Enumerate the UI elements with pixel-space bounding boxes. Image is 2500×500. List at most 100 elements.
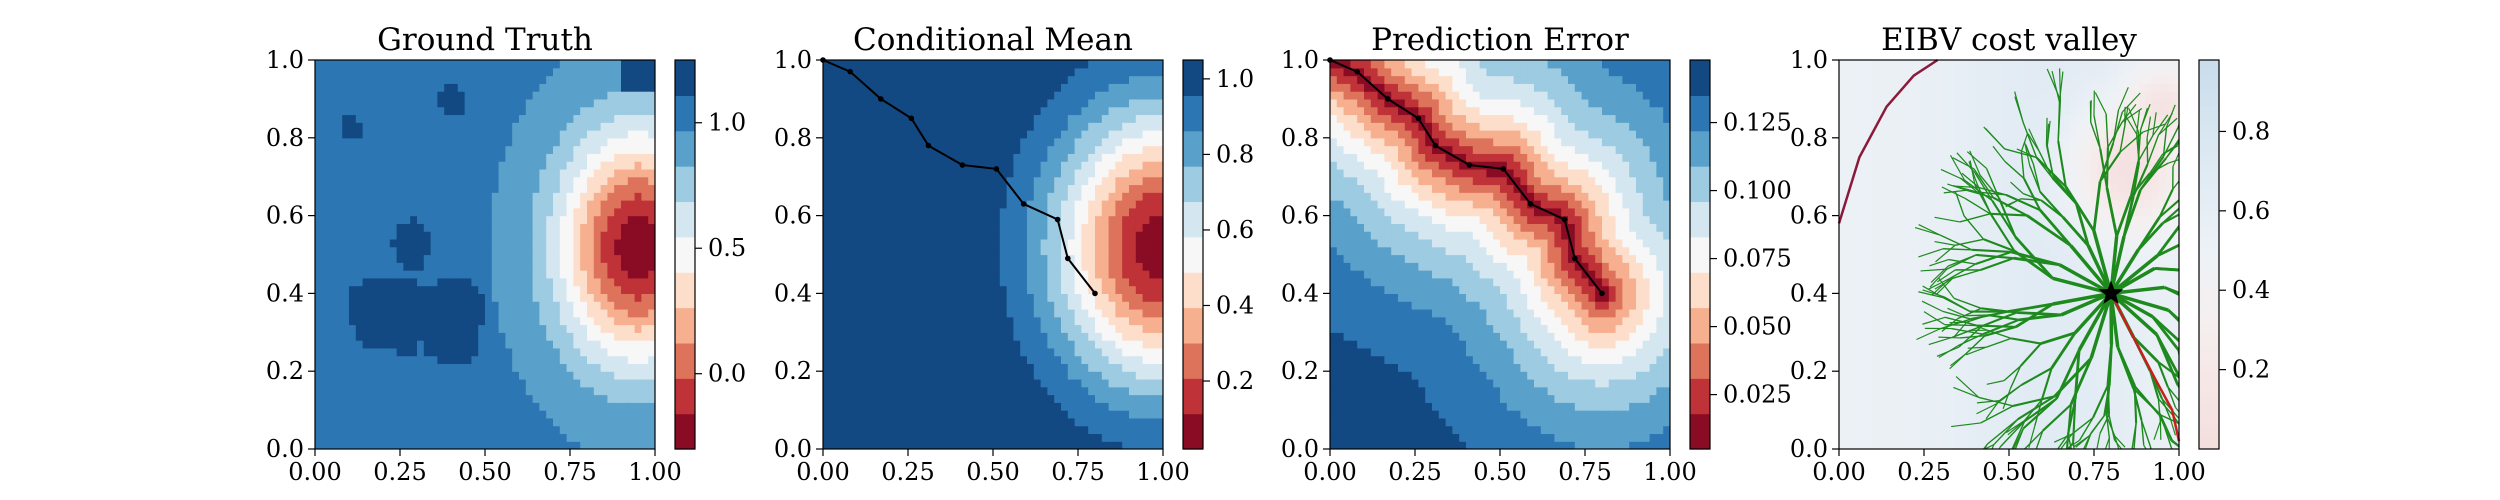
heatmap-cell [546,67,554,77]
heatmap-cell [437,60,445,69]
heatmap-cell [918,67,926,77]
heatmap-cell [965,262,974,271]
heatmap-cell [1027,277,1035,287]
heatmap-cell [904,122,912,131]
heatmap-cell [863,192,872,201]
heatmap-cell [1129,285,1137,294]
heatmap-cell [607,324,615,333]
heatmap-cell [911,410,919,419]
heatmap-cell [328,410,336,419]
heatmap-cell [369,308,377,318]
heatmap-cell [884,378,892,388]
heatmap-cell [539,168,547,178]
heatmap-cell [979,215,987,224]
heatmap-cell [546,122,554,131]
heatmap-cell [884,161,892,170]
heatmap-cell [321,176,330,186]
heatmap-cell [315,83,323,92]
heatmap-cell [931,378,940,388]
heatmap-cell [1101,332,1110,341]
heatmap-cell [383,332,391,341]
heatmap-cell [437,277,445,287]
heatmap-cell [1027,192,1035,201]
heatmap-cell [1006,130,1014,139]
heatmap-cell [823,184,831,193]
heatmap-cell [505,386,513,396]
heatmap-cell [952,75,960,84]
heatmap-cell [870,378,878,388]
heatmap-cell [1027,153,1035,162]
heatmap-cell [315,433,323,442]
heatmap-cell [952,363,960,372]
heatmap-cell [945,433,953,442]
heatmap-cell [1108,371,1116,380]
heatmap-cell [965,231,974,240]
heatmap-cell [857,60,865,69]
heatmap-cell [519,340,527,349]
heatmap-cell [965,246,974,256]
heatmap-cell [396,215,404,224]
heatmap-cell [1149,402,1157,411]
heatmap-cell [1054,270,1062,279]
heatmap-cell [1054,67,1062,77]
heatmap-cell [945,98,953,108]
heatmap-cell [1067,285,1076,294]
heatmap-cell [1129,308,1137,318]
heatmap-cell [931,332,940,341]
heatmap-cell [925,83,933,92]
heatmap-cell [417,425,425,435]
heatmap-cell [532,114,540,123]
heatmap-cell [485,83,493,92]
heatmap-cell [918,161,926,170]
heatmap-cell [1047,238,1055,248]
heatmap-cell [627,130,636,139]
heatmap-cell [389,355,398,365]
heatmap-cell [485,114,493,123]
heatmap-cell [1088,91,1096,100]
heatmap-cell [532,106,540,116]
heatmap-cell [614,332,622,341]
heatmap-cell [328,153,336,162]
heatmap-cell [634,254,642,263]
heatmap-cell [389,347,398,357]
heatmap-cell [519,402,527,411]
heatmap-cell [376,262,384,271]
heatmap-cell [634,91,642,100]
y-tick-label: 0.4 [266,279,304,307]
heatmap-cell [884,425,892,435]
heatmap-cell [376,433,384,442]
heatmap-cell [464,161,472,170]
heatmap-cell [383,425,391,435]
heatmap-cell [829,153,838,162]
heatmap-cell [911,91,919,100]
heatmap-cell [1108,60,1116,69]
heatmap-cell [884,301,892,310]
heatmap-cell [478,130,486,139]
heatmap-cell [972,386,980,396]
heatmap-cell [546,293,554,302]
heatmap-cell [1047,254,1055,263]
heatmap-cell [328,114,336,123]
heatmap-cell [884,285,892,294]
heatmap-cell [829,417,838,427]
heatmap-cell [600,67,608,77]
heatmap-cell [607,308,615,318]
heatmap-cell [904,285,912,294]
heatmap-cell [614,277,622,287]
heatmap-cell [457,417,466,427]
heatmap-cell [505,371,513,380]
heatmap-cell [1095,137,1103,147]
heatmap-cell [836,417,844,427]
heatmap-cell [525,137,534,147]
heatmap-cell [600,394,608,403]
heatmap-cell [403,425,411,435]
heatmap-cell [587,293,595,302]
heatmap-cell [829,433,838,442]
heatmap-cell [829,98,838,108]
heatmap-cell [321,262,330,271]
heatmap-cell [884,130,892,139]
heatmap-cell [451,316,459,326]
heatmap-cell [383,184,391,193]
heatmap-cell [972,441,980,449]
heatmap-cell [525,184,534,193]
